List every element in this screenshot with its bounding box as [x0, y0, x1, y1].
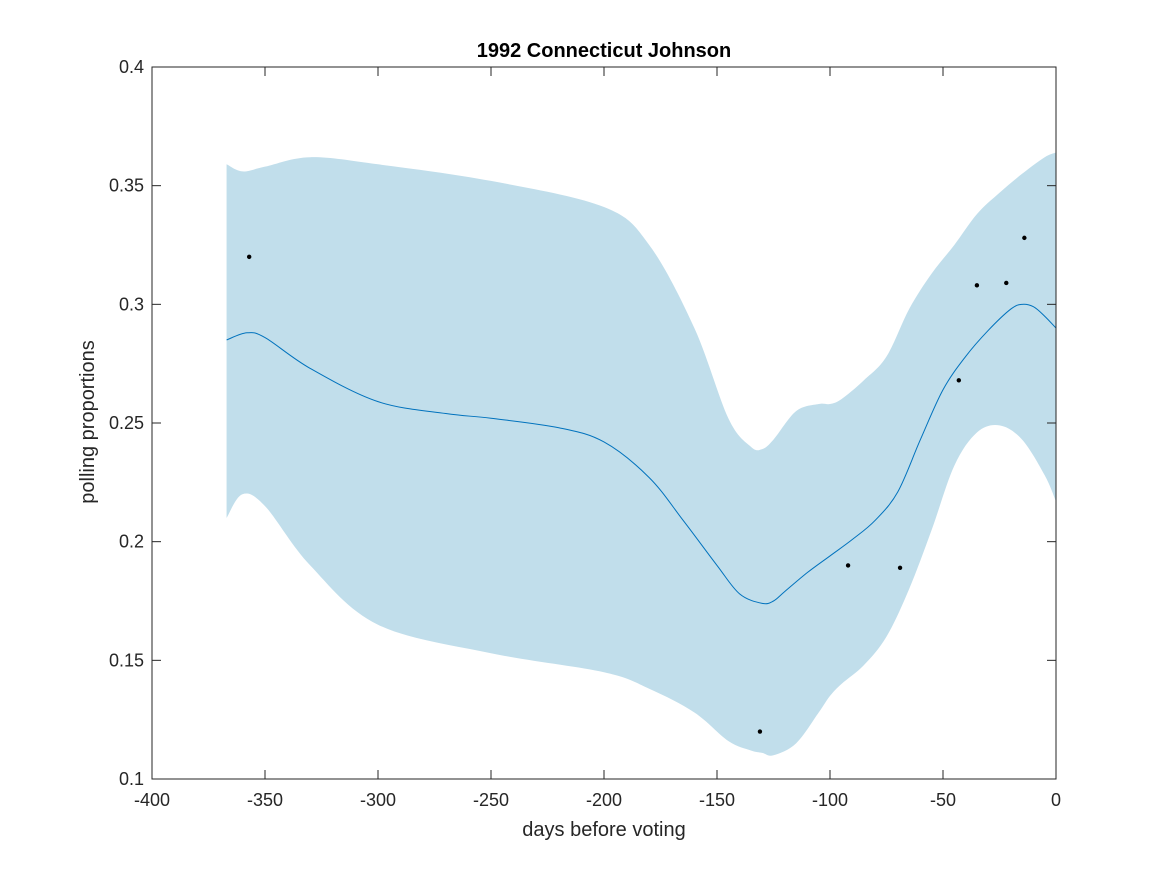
x-tick-label: -250 — [473, 790, 509, 810]
x-tick-label: -350 — [247, 790, 283, 810]
y-tick-label: 0.4 — [119, 57, 144, 77]
data-point — [897, 565, 903, 570]
y-tick-label: 0.25 — [109, 413, 144, 433]
x-tick-label: -300 — [360, 790, 396, 810]
data-point — [757, 729, 763, 734]
x-tick-label: -400 — [134, 790, 170, 810]
x-axis-label: days before voting — [522, 819, 685, 841]
y-tick-label: 0.15 — [109, 650, 144, 670]
x-tick-label: -100 — [812, 790, 848, 810]
y-tick-label: 0.1 — [119, 769, 144, 789]
x-tick-label: -50 — [930, 790, 956, 810]
x-tick-label: -200 — [586, 790, 622, 810]
data-point — [974, 283, 980, 288]
x-tick-label: -150 — [699, 790, 735, 810]
data-points-layer — [246, 235, 1027, 734]
y-axis-label: polling proportions — [77, 340, 99, 503]
data-point — [1004, 280, 1009, 286]
chart-title: 1992 Connecticut Johnson — [477, 40, 732, 62]
y-tick-label: 0.35 — [109, 176, 144, 196]
data-point — [1022, 235, 1027, 241]
y-tick-label: 0.2 — [119, 532, 144, 552]
y-tick-label: 0.3 — [119, 294, 144, 314]
data-point — [246, 254, 252, 260]
data-point — [845, 563, 851, 568]
x-tick-label: 0 — [1051, 790, 1061, 810]
confidence-band-layer — [226, 152, 1056, 756]
fitted-line-layer — [226, 303, 1057, 605]
axes-layer: -400 -350 -300 -250 -200 -150 -100 -50 0 0.1 0.15 0… — [109, 57, 1061, 810]
data-point — [956, 378, 962, 383]
fitted-line — [226, 303, 1057, 605]
confidence-band — [226, 152, 1056, 756]
